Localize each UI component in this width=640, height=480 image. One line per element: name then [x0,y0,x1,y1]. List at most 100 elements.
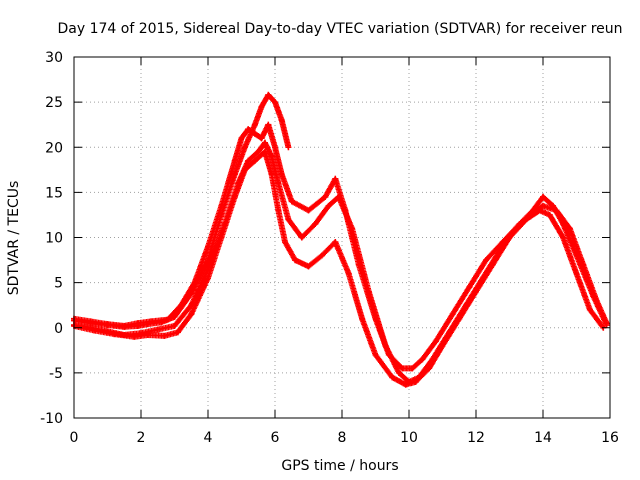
y-tick-label: 15 [45,185,63,201]
data-point [205,243,211,250]
data-point [466,284,473,291]
data-point [154,326,161,333]
data-point [483,257,490,264]
data-point [231,193,238,200]
data-point [335,193,342,200]
x-tick-label: 12 [467,430,485,446]
data-point [439,342,446,349]
data-point [536,207,543,214]
chart-title: Day 174 of 2015, Sidereal Day-to-day VTE… [57,21,622,37]
data-point [275,207,282,214]
series-markers [71,139,609,385]
data-point [325,202,332,209]
data-point [258,135,265,142]
data-point [218,202,225,209]
data-point [282,239,289,246]
y-tick-label: 30 [45,50,63,66]
series-markers [71,91,291,330]
data-point [449,311,456,318]
data-point [268,171,275,178]
data-point [395,369,402,376]
data-point [245,157,252,164]
data-point [164,316,171,323]
x-tick-label: 14 [534,430,552,446]
data-point [111,331,118,338]
data-point [573,270,580,277]
data-point [349,225,356,232]
y-tick-label: 20 [45,140,63,156]
data-point [238,135,245,142]
y-tick-label: 25 [45,95,63,111]
data-point [419,356,426,363]
data-point [603,320,610,327]
data-point [245,126,252,133]
data-point [332,239,339,246]
data-point [121,322,128,329]
data-point [231,157,238,164]
x-tick-label: 16 [601,430,619,446]
data-point [178,302,185,309]
data-point [261,148,268,155]
data-point [540,193,546,200]
data-point [218,234,225,241]
data-point [560,234,567,241]
data-point [332,175,339,182]
data-point [251,121,258,128]
data-point [426,365,433,372]
y-tick-label: 5 [54,276,63,292]
data-point [523,216,530,223]
data-point [171,322,178,329]
series-track-a [71,91,292,330]
x-tick-label: 2 [137,430,146,446]
data-point [91,327,98,334]
x-tick-label: 8 [338,430,347,446]
data-point [251,157,258,164]
data-point [389,374,396,381]
y-tick-label: -10 [40,411,63,427]
data-point [566,225,573,232]
data-point [288,198,295,205]
data-point [241,144,248,151]
x-tick-label: 0 [70,430,79,446]
data-point [409,365,416,372]
grid-lines [74,57,610,418]
data-point [265,121,272,128]
data-point [144,331,151,338]
data-point [489,261,496,268]
data-point [278,117,285,124]
data-point [148,318,155,325]
data-point [188,311,195,318]
data-point [372,351,379,358]
data-point [318,252,325,259]
data-point [305,207,312,214]
data-point [268,153,275,160]
data-point [174,329,181,336]
y-tick-label: -5 [49,366,63,382]
data-point [191,279,198,286]
data-point [285,144,292,151]
data-point [87,318,94,325]
data-point [278,171,285,178]
data-point [593,297,600,304]
data-point [546,211,553,218]
data-point [272,99,278,106]
data-point [205,275,211,282]
data-point [272,144,278,151]
data-point [365,288,372,295]
data-point [312,220,319,227]
data-point [251,130,258,137]
x-tick-label: 10 [400,430,418,446]
data-point [131,333,138,340]
data-point [412,378,419,385]
x-axis-label: GPS time / hours [281,458,398,474]
y-axis-label: SDTVAR / TECUs [6,181,22,296]
data-point [241,166,248,173]
series-track-c [71,139,610,385]
x-tick-label: 6 [271,430,280,446]
data-point [586,306,593,313]
axis-ticks: 0 2 4 6 8 10 12 14 16 -10 -5 0 5 10 15 20 25 30 [40,50,619,446]
data-point [298,234,305,241]
data-point [255,148,262,155]
data-point [104,321,111,328]
